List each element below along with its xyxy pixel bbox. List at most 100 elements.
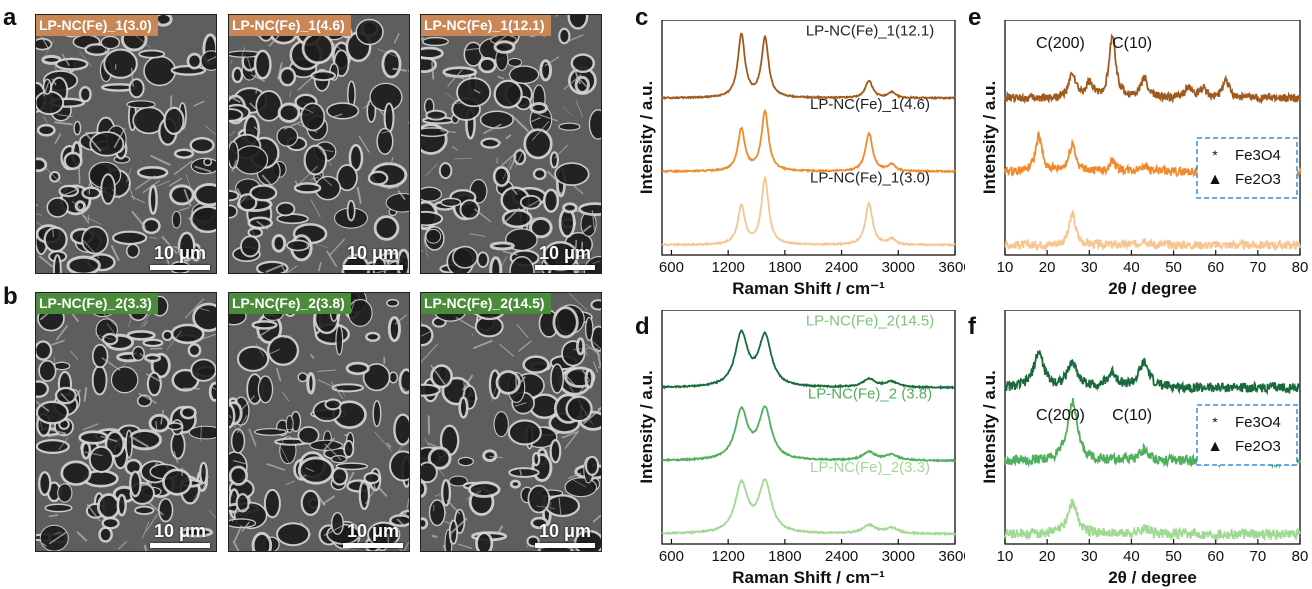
x-tick-label: 3000 [882,548,915,565]
x-tick-label: 70 [1250,259,1267,276]
series-line [661,405,956,463]
scale-bar-line [343,543,403,548]
series-line [662,108,956,174]
sem-sample-label: LP-NC(Fe)_1(12.1) [421,15,551,36]
x-tick-label: 1800 [768,548,801,565]
panel-letter-b: b [3,283,18,310]
sem-texture [421,293,601,551]
series-line [661,32,956,101]
scale-bar-label: 10 μm [346,521,400,541]
sem-sample-label: LP-NC(Fe)_2(14.5) [421,293,551,314]
peak-annotation: C(10) [1112,35,1152,52]
series-label: LP-NC(Fe)_2(3.3) [810,459,930,476]
scale-bar: 10 μm [150,243,210,270]
legend-label: Fe2O3 [1235,438,1281,455]
x-tick-label: 10 [997,548,1014,565]
series-label: LP-NC(Fe)_2 (3.8) [808,386,932,403]
sem-image-a3: LP-NC(Fe)_1(12.1) 10 μm [420,14,602,274]
x-tick-label: 40 [1123,259,1140,276]
panel-letter-c: c [635,4,649,31]
scale-bar-label: 10 μm [153,243,207,263]
sem-texture [229,15,409,273]
x-axis-label: Raman Shift / cm⁻¹ [732,279,885,298]
y-axis-label: Intensity / a.u. [637,370,656,483]
peak-annotation: C(200) [1036,407,1085,424]
sem-image-a2: LP-NC(Fe)_1(4.6) 10 μm [228,14,410,274]
x-axis-label: 2θ / degree [1108,568,1197,587]
scale-bar: 10 μm [535,243,595,270]
series-line [1004,33,1301,105]
x-tick-label: 20 [1039,548,1056,565]
x-tick-label: 30 [1081,548,1098,565]
x-tick-label: 40 [1123,548,1140,565]
legend-label: Fe2O3 [1235,171,1281,188]
sem-image-b1: LP-NC(Fe)_2(3.3) 10 μm [35,292,217,552]
x-tick-label: 3600 [938,259,965,276]
x-tick-label: 1200 [711,259,744,276]
y-axis-label: Intensity / a.u. [637,81,656,194]
x-tick-label: 60 [1207,548,1224,565]
legend-label: Fe3O4 [1235,147,1281,164]
x-tick-label: 30 [1081,259,1098,276]
x-tick-label: 70 [1250,548,1267,565]
panel-letter-e: e [968,4,982,31]
x-axis-label: Raman Shift / cm⁻¹ [732,568,885,587]
x-tick-label: 3600 [938,548,965,565]
legend-label: Fe3O4 [1235,414,1281,431]
x-tick-label: 2400 [825,259,858,276]
x-tick-label: 2400 [825,548,858,565]
legend-symbol: ▲ [1207,171,1223,188]
scale-bar-label: 10 μm [538,243,592,263]
x-tick-label: 1200 [711,548,744,565]
series-line [661,175,956,248]
scale-bar-label: 10 μm [153,521,207,541]
plot-frame [661,310,956,545]
sem-texture [421,15,601,273]
x-tick-label: 80 [1292,548,1309,565]
sem-texture [229,293,409,551]
plot-frame [1004,310,1301,545]
y-axis-label: Intensity / a.u. [980,81,999,194]
plot-frame [661,20,956,256]
scale-bar-line [343,265,403,270]
x-tick-label: 60 [1207,259,1224,276]
x-tick-label: 20 [1039,259,1056,276]
peak-annotation: C(10) [1112,407,1152,424]
raman-chart-c: 600 1200 1800 2400 3000 3600 Raman Shift / cm⁻… [637,20,965,298]
sem-sample-label: LP-NC(Fe)_1(4.6) [229,15,351,36]
plot-frame [1004,20,1301,256]
legend-box [1196,137,1298,199]
panel-letter-d: d [635,313,650,340]
x-tick-label: 600 [659,548,684,565]
x-tick-label: 10 [997,259,1014,276]
peak-annotation: C(200) [1036,35,1085,52]
x-axis-label: 2θ / degree [1108,279,1197,298]
series-line [1004,349,1301,396]
legend-symbol: ▲ [1207,438,1223,455]
x-tick-label: 80 [1292,259,1309,276]
sem-image-b3: LP-NC(Fe)_2(14.5) 10 μm [420,292,602,552]
scale-bar-label: 10 μm [538,521,592,541]
sem-sample-label: LP-NC(Fe)_1(3.0) [36,15,158,36]
series-label: LP-NC(Fe)_1(4.6) [810,96,930,113]
x-tick-label: 3000 [882,259,915,276]
sem-texture [36,15,216,273]
x-tick-label: 50 [1165,548,1182,565]
legend-symbol: * [1212,147,1218,163]
scale-bar: 10 μm [535,521,595,548]
panel-letter-f: f [968,313,976,340]
x-tick-label: 1800 [768,259,801,276]
series-label: LP-NC(Fe)_1(12.1) [806,23,934,40]
scale-bar: 10 μm [343,521,403,548]
series-label: LP-NC(Fe)_2(14.5) [806,313,934,330]
sem-texture [36,293,216,551]
scale-bar: 10 μm [343,243,403,270]
sem-sample-label: LP-NC(Fe)_2(3.8) [229,293,351,314]
scale-bar-label: 10 μm [346,243,400,263]
x-tick-label: 600 [659,259,684,276]
series-label: LP-NC(Fe)_1(3.0) [810,170,930,187]
series-line [1004,210,1301,253]
sem-sample-label: LP-NC(Fe)_2(3.3) [36,293,158,314]
series-line [661,329,956,390]
scale-bar: 10 μm [150,521,210,548]
